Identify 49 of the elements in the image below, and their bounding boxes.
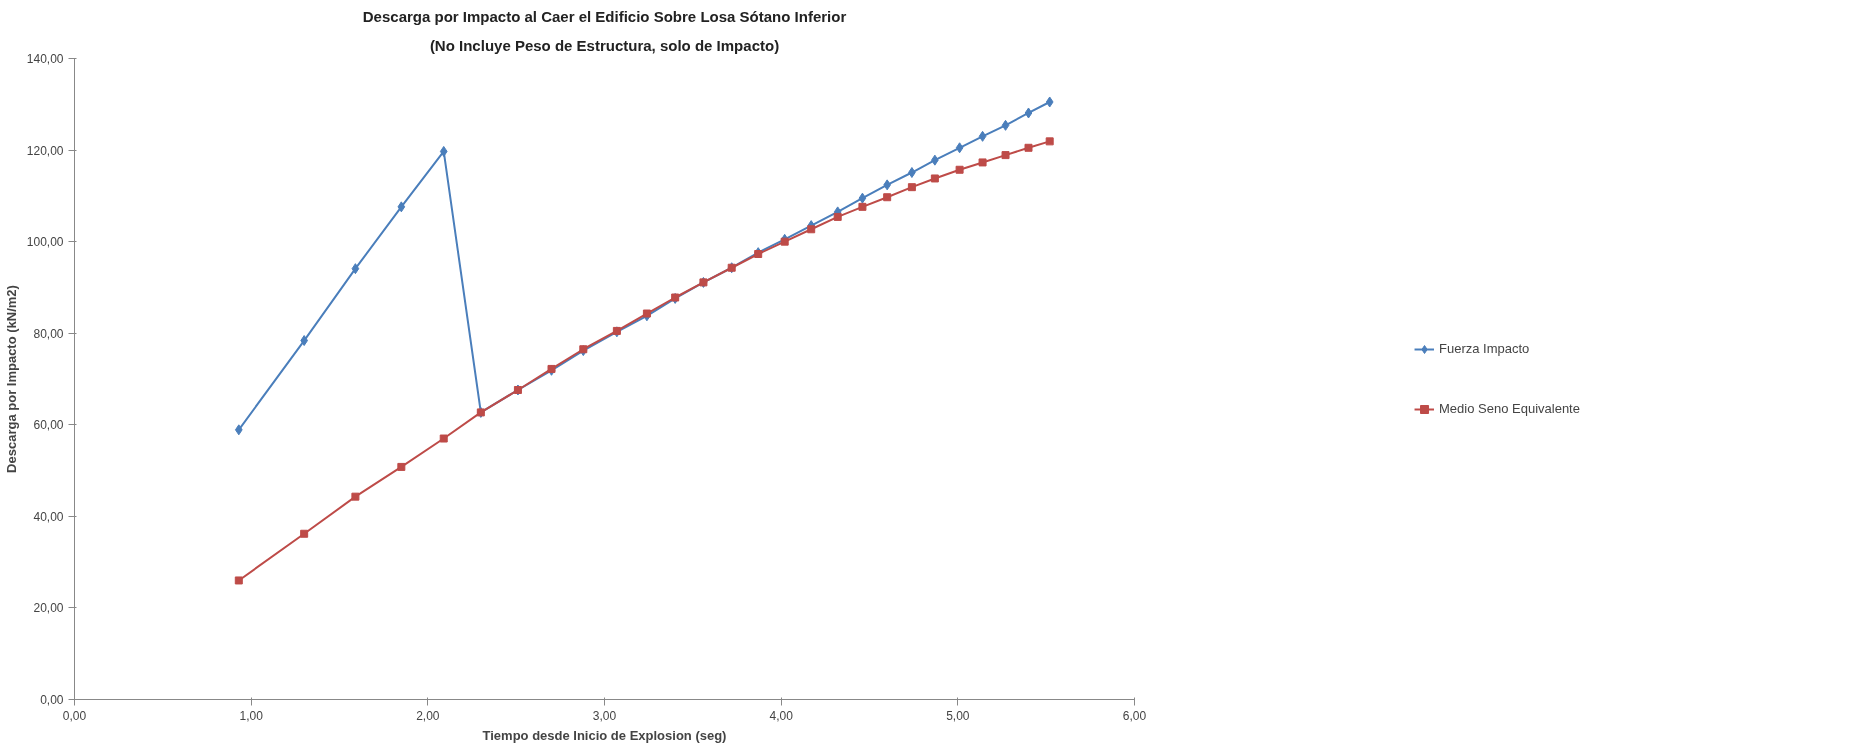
point <box>883 193 892 202</box>
point <box>300 529 309 538</box>
point <box>1045 137 1054 146</box>
legend-label: Medio Seno Equivalente <box>1439 401 1580 416</box>
x-tick-label: 6,00 <box>1122 708 1147 723</box>
point <box>1001 119 1010 131</box>
point <box>234 424 243 436</box>
x-tick-label: 3,00 <box>592 708 617 723</box>
point <box>234 576 243 585</box>
point <box>858 202 867 211</box>
y-tick-label: 80,00 <box>33 326 64 341</box>
point <box>978 158 987 167</box>
x-tick-label: 0,00 <box>62 708 87 723</box>
point <box>858 192 867 204</box>
point <box>439 145 448 157</box>
chart-subtitle: (No Incluye Peso de Estructura, solo de Impacto) <box>429 36 780 54</box>
x-axis-title: Tiempo desde Inicio de Explosion (seg) <box>482 727 727 743</box>
point <box>1045 96 1054 108</box>
y-tick-label: 0,00 <box>40 693 64 707</box>
y-axis-title: Descarga por Impacto (kN/m2) <box>3 285 19 473</box>
point <box>907 183 916 192</box>
point <box>439 434 448 443</box>
y-tick-label: 40,00 <box>33 509 64 524</box>
point <box>397 462 406 471</box>
x-tick-label: 2,00 <box>416 708 440 723</box>
point <box>978 130 987 142</box>
chart-title: Descarga por Impacto al Caer el Edificio Sobre Losa Sótano Inferior <box>362 7 847 25</box>
x-tick-label: 4,00 <box>769 708 794 723</box>
point <box>807 225 816 234</box>
y-tick-label: 20,00 <box>33 601 64 616</box>
point <box>833 212 842 221</box>
x-tick-label: 1,00 <box>239 708 264 723</box>
point <box>1024 143 1033 152</box>
x-tick-label: 5,00 <box>946 708 970 723</box>
point <box>397 201 406 213</box>
point <box>955 142 964 154</box>
point <box>642 309 651 318</box>
legend-label: Fuerza Impacto <box>1439 341 1530 356</box>
point <box>351 263 360 275</box>
point <box>1001 151 1010 160</box>
point <box>1024 107 1033 119</box>
point <box>351 492 360 501</box>
point <box>930 174 939 183</box>
point <box>780 237 789 246</box>
y-tick-label: 60,00 <box>33 418 64 433</box>
point <box>955 165 964 174</box>
y-tick-label: 100,00 <box>26 235 64 250</box>
y-tick-label: 140,00 <box>26 52 64 66</box>
y-tick-label: 120,00 <box>26 143 64 158</box>
